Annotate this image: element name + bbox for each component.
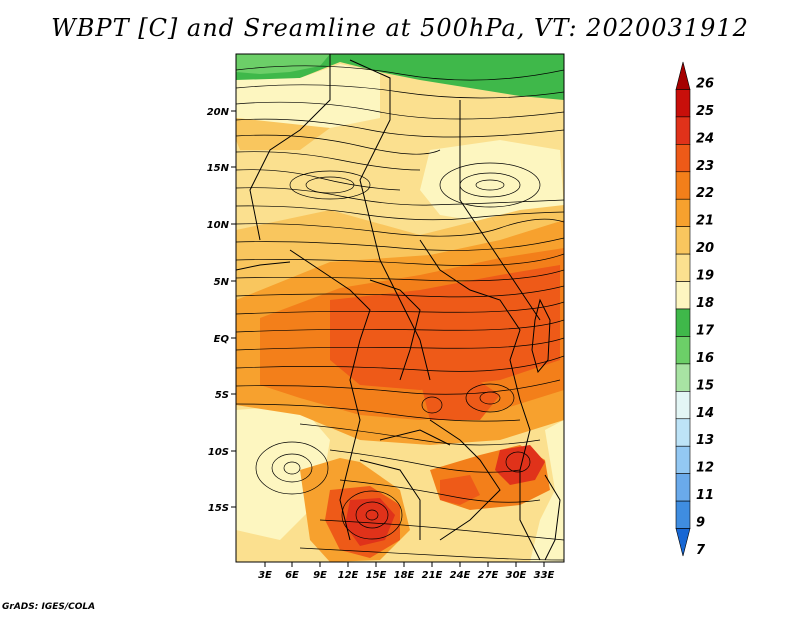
colorbar-swatch (675, 500, 691, 529)
colorbar-swatch (675, 89, 691, 118)
colorbar: 26 25 24 23 22 21 20 19 18 17 16 15 14 13 12 11 9 7 (675, 61, 715, 558)
lat-label: 10S (208, 447, 229, 458)
colorbar-swatch (675, 116, 691, 145)
lon-label: 21E (422, 570, 443, 581)
latitude-axis: 20N 15N 10N 5N EQ 5S 10S 15S (207, 107, 236, 514)
colorbar-swatch (675, 418, 691, 447)
colorbar-swatch (675, 336, 691, 365)
lon-label: 9E (313, 570, 327, 581)
colorbar-swatch (675, 281, 691, 310)
lon-label: 15E (366, 570, 387, 581)
colorbar-label: 12 (696, 461, 714, 476)
lon-label: 12E (338, 570, 359, 581)
lat-label: 10N (207, 220, 230, 231)
lat-label: EQ (214, 334, 230, 345)
colorbar-label: 15 (696, 378, 714, 393)
colorbar-label: 14 (696, 406, 714, 421)
colorbar-swatch (675, 528, 691, 557)
colorbar-label: 9 (696, 516, 705, 531)
map-frame (235, 53, 565, 563)
colorbar-label: 21 (696, 214, 714, 229)
lon-label: 3E (258, 570, 272, 581)
colorbar-swatch (675, 198, 691, 227)
colorbar-label: 18 (696, 296, 714, 311)
colorbar-swatch (675, 308, 691, 337)
colorbar-swatch (675, 253, 691, 282)
credit-text: GrADS: IGES/COLA (2, 602, 96, 612)
colorbar-label: 24 (696, 131, 714, 146)
lon-label: 6E (285, 570, 299, 581)
colorbar-swatch (675, 473, 691, 502)
lat-label: 15N (207, 163, 230, 174)
lon-label: 30E (506, 570, 527, 581)
colorbar-label: 23 (696, 159, 714, 174)
colorbar-swatch (675, 445, 691, 474)
wbpt-field (236, 54, 564, 562)
colorbar-label: 7 (696, 543, 706, 558)
colorbar-swatch (675, 144, 691, 173)
lat-label: 5N (214, 277, 230, 288)
colorbar-label: 22 (696, 186, 714, 201)
colorbar-swatch (675, 226, 691, 255)
colorbar-label: 11 (696, 488, 714, 503)
lat-label: 20N (207, 107, 230, 118)
colorbar-label: 25 (696, 104, 714, 119)
colorbar-label: 20 (696, 241, 714, 256)
lon-label: 18E (394, 570, 415, 581)
longitude-axis: 3E 6E 9E 12E 15E 18E 21E 24E 27E 30E 33E (258, 562, 555, 581)
colorbar-label: 16 (696, 351, 714, 366)
colorbar-label: 13 (696, 433, 714, 448)
map-title: WBPT [C] and Sreamline at 500hPa, VT: 20… (51, 14, 749, 42)
lon-label: 33E (534, 570, 555, 581)
lon-label: 27E (478, 570, 499, 581)
lat-label: 15S (208, 503, 229, 514)
colorbar-swatch (675, 391, 691, 420)
colorbar-swatch (675, 171, 691, 200)
lon-label: 24E (450, 570, 471, 581)
colorbar-label: 19 (696, 269, 714, 284)
colorbar-swatch (675, 363, 691, 392)
lat-label: 5S (215, 390, 229, 401)
colorbar-label: 26 (696, 76, 714, 91)
colorbar-label: 17 (696, 323, 715, 338)
colorbar-swatch (675, 61, 691, 90)
